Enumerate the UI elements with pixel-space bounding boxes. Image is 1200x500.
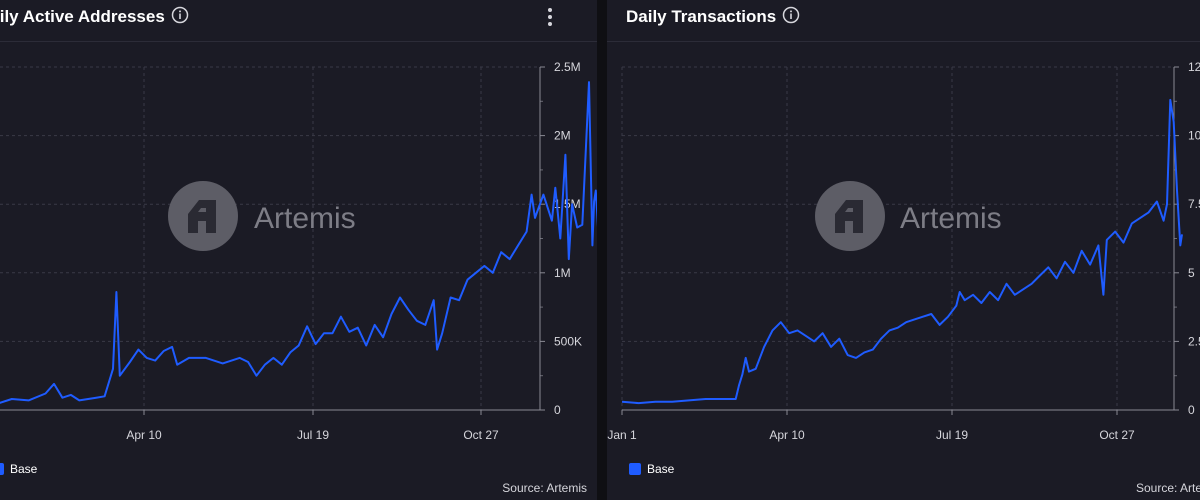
- y-tick-label: 2M: [554, 129, 571, 143]
- x-tick-label: Jan 1: [607, 428, 637, 442]
- panel-daily-active-addresses: Daily Active Addresses Artemis 0500K1M1.…: [0, 0, 597, 500]
- y-tick-label: 5: [1188, 266, 1195, 280]
- info-icon[interactable]: [782, 6, 800, 29]
- series-line-base[interactable]: [0, 81, 597, 404]
- y-tick-label: 0: [1188, 403, 1195, 417]
- panel-title-row: Daily Active Addresses: [0, 6, 189, 29]
- series-line-base[interactable]: [621, 98, 1183, 405]
- panel-title-row: Daily Transactions: [626, 6, 800, 29]
- y-tick-label: 0: [554, 403, 561, 417]
- y-tick-label: 12: [1188, 60, 1200, 74]
- header-divider: [0, 41, 597, 42]
- legend-label: Base: [647, 462, 675, 476]
- y-tick-label: 7.5: [1188, 197, 1200, 211]
- legend-swatch: [629, 463, 641, 475]
- source-label: Source: Artemis: [1136, 481, 1200, 495]
- x-tick-label: Jul 19: [297, 428, 329, 442]
- watermark-text: Artemis: [254, 202, 356, 235]
- x-tick-label: Oct 27: [463, 428, 499, 442]
- artemis-watermark: Artemis: [815, 181, 1002, 251]
- panel-title: Daily Transactions: [626, 6, 777, 26]
- y-tick-label: 2.5M: [554, 60, 581, 74]
- legend-swatch: [0, 463, 4, 475]
- y-tick-label: 1M: [554, 266, 571, 280]
- legend-item[interactable]: Base: [629, 462, 674, 476]
- legend-label: Base: [10, 462, 38, 476]
- x-tick-label: Apr 10: [126, 428, 162, 442]
- x-tick-label: Jul 19: [936, 428, 968, 442]
- header-divider: [607, 41, 1200, 42]
- info-icon[interactable]: [171, 6, 189, 29]
- y-tick-label: 10: [1188, 129, 1200, 143]
- y-tick-label: 2.5: [1188, 334, 1200, 348]
- legend-item[interactable]: Base: [0, 462, 37, 476]
- y-tick-label: 500K: [554, 334, 582, 348]
- panel-daily-transactions: Daily Transactions Artemis 0 2.5 5 7.5 10 12 J…: [607, 0, 1200, 500]
- watermark-text: Artemis: [900, 202, 1002, 235]
- source-label: Source: Artemis: [502, 481, 587, 495]
- line-chart: Artemis 0 2.5 5 7.5 10 12 Jan 1 Apr 10 Jul 19 Oct…: [607, 60, 1200, 442]
- artemis-watermark: Artemis: [168, 181, 356, 251]
- x-tick-label: Apr 10: [769, 428, 805, 442]
- panel-title: Daily Active Addresses: [0, 6, 165, 26]
- more-options-icon[interactable]: [543, 6, 557, 33]
- x-tick-label: Oct 27: [1099, 428, 1135, 442]
